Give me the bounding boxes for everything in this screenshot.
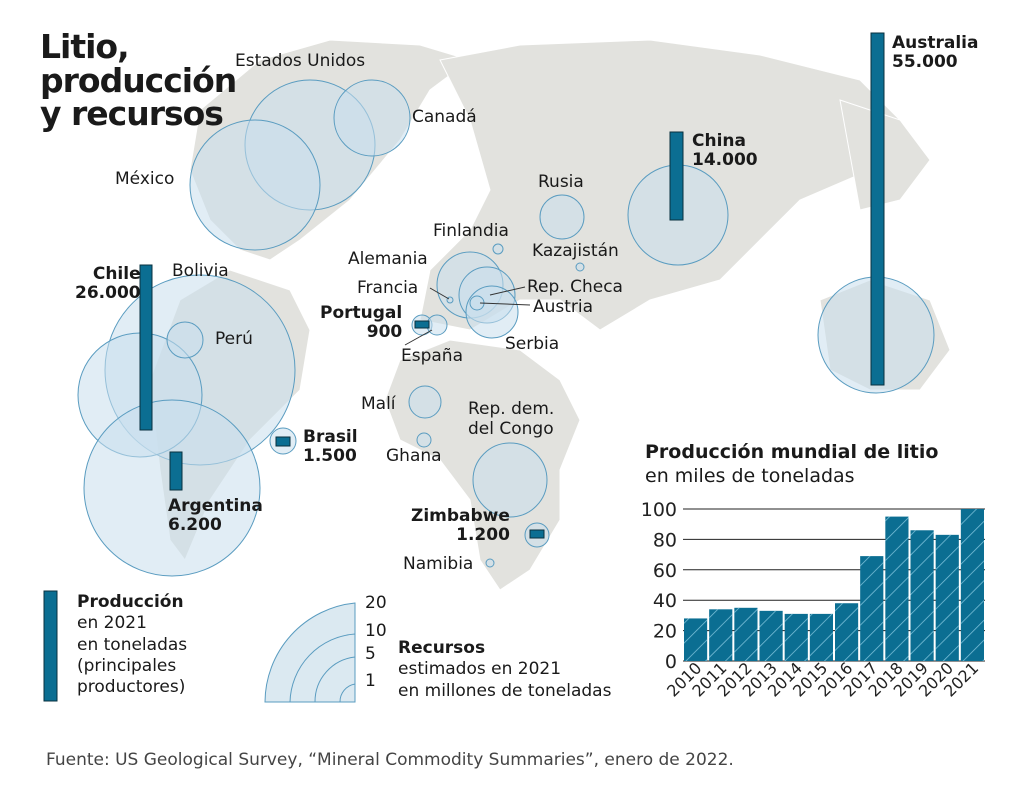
y-tick-label: 40 [653, 590, 677, 612]
scale-10: 10 [365, 621, 387, 641]
label-ghana: Ghana [386, 446, 442, 466]
bar-brasil [275, 436, 291, 447]
leader-lines [404, 286, 531, 346]
label-canada: Canadá [412, 107, 477, 127]
y-tick-label: 100 [641, 499, 677, 521]
circle-canada [333, 79, 411, 157]
label-alemania: Alemania [348, 249, 428, 269]
chart-subtitle: en miles de toneladas [645, 465, 855, 487]
label-austria: Austria [533, 297, 594, 317]
bar-china [669, 131, 684, 221]
label-serbia: Serbia [505, 334, 560, 354]
circle-espana [426, 314, 448, 336]
bar-hatch [734, 607, 758, 661]
chart-title: Producción mundial de litio [645, 441, 939, 463]
label-namibia: Namibia [403, 554, 474, 574]
producer-argentina: Argentina 6.200 [168, 496, 263, 535]
y-tick-label: 60 [653, 560, 677, 582]
label-espana: España [401, 346, 463, 366]
bar-hatch [784, 613, 808, 661]
circle-mexico [189, 119, 321, 251]
world-production-chart: 0204060801002010201120122013201420152016… [641, 499, 985, 701]
circle-rdc [472, 442, 548, 518]
label-rep-checa: Rep. Checa [527, 277, 623, 297]
bar-australia [870, 32, 885, 386]
scale-5: 5 [365, 644, 376, 664]
bar-argentina [169, 451, 183, 491]
title-line: producción [40, 60, 237, 100]
bar-hatch [885, 516, 909, 661]
producer-zimbabwe: Zimbabwe 1.200 [411, 506, 510, 545]
bar-hatch [960, 509, 984, 661]
producer-brasil: Brasil 1.500 [303, 427, 358, 466]
circle-rusia [539, 194, 585, 240]
y-tick-label: 0 [665, 651, 677, 673]
bar-hatch [860, 556, 884, 661]
scale-1: 1 [365, 671, 376, 691]
circle-kazajistan [575, 262, 585, 272]
legend-production-bar [43, 590, 58, 702]
label-bolivia: Bolivia [172, 261, 229, 281]
title-line: y recursos [40, 94, 224, 134]
bar-chile [139, 264, 153, 431]
circle-peru [166, 321, 204, 359]
bar-hatch [684, 618, 708, 661]
source-note: Fuente: US Geological Survey, “Mineral C… [46, 750, 734, 770]
label-finlandia: Finlandia [433, 221, 509, 241]
label-francia: Francia [357, 278, 419, 298]
legend-resources: Recursos estimados en 2021 en millones d… [398, 638, 612, 701]
y-tick-label: 20 [653, 621, 677, 643]
bar-hatch [759, 610, 783, 661]
page-title: Litio, producción y recursos [40, 27, 237, 134]
bar-zimbabwe [529, 529, 545, 539]
bar-hatch [935, 534, 959, 661]
label-rdc-2: del Congo [468, 419, 554, 439]
bar-hatch [910, 530, 934, 661]
circle-finlandia [492, 243, 504, 255]
label-estados-unidos: Estados Unidos [235, 51, 366, 71]
producer-china: China 14.000 [692, 131, 758, 170]
production-bars [139, 32, 885, 539]
bar-portugal [414, 320, 430, 329]
label-peru: Perú [215, 329, 253, 349]
label-rdc-1: Rep. dem. [468, 399, 555, 419]
scale-20: 20 [365, 593, 387, 613]
bar-hatch [709, 609, 733, 661]
legend-resource-scale [264, 602, 356, 703]
label-kazajistan: Kazajistán [532, 241, 619, 261]
circle-namibia [485, 558, 495, 568]
producer-portugal: Portugal 900 [320, 303, 403, 342]
circle-ghana [416, 432, 432, 448]
circle-serbia [465, 285, 519, 339]
legend-production: Producción en 2021 en toneladas (princip… [77, 592, 188, 697]
title-line: Litio, [40, 27, 130, 66]
label-rusia: Rusia [538, 172, 584, 192]
circle-mali [408, 385, 442, 419]
bar-hatch [835, 603, 859, 661]
producer-australia: Australia 55.000 [892, 33, 979, 72]
producer-chile: Chile 26.000 [75, 264, 141, 303]
y-tick-label: 80 [653, 529, 677, 551]
bar-hatch [809, 613, 833, 661]
label-mali: Malí [361, 394, 396, 414]
label-mexico: México [115, 169, 175, 189]
